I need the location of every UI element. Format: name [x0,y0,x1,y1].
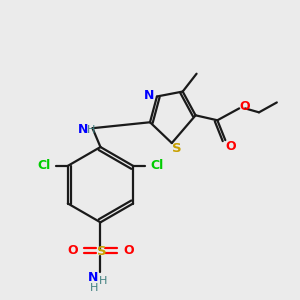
Text: H: H [90,283,99,293]
Text: N: N [144,89,154,102]
Text: O: O [225,140,236,152]
Text: S: S [172,142,182,154]
Text: H: H [99,276,108,286]
Text: O: O [68,244,78,256]
Text: H: H [87,125,96,135]
Text: S: S [97,244,106,258]
Text: N: N [77,123,88,136]
Text: N: N [88,271,99,284]
Text: O: O [123,244,134,256]
Text: O: O [240,100,250,113]
Text: Cl: Cl [150,159,164,172]
Text: Cl: Cl [38,159,51,172]
